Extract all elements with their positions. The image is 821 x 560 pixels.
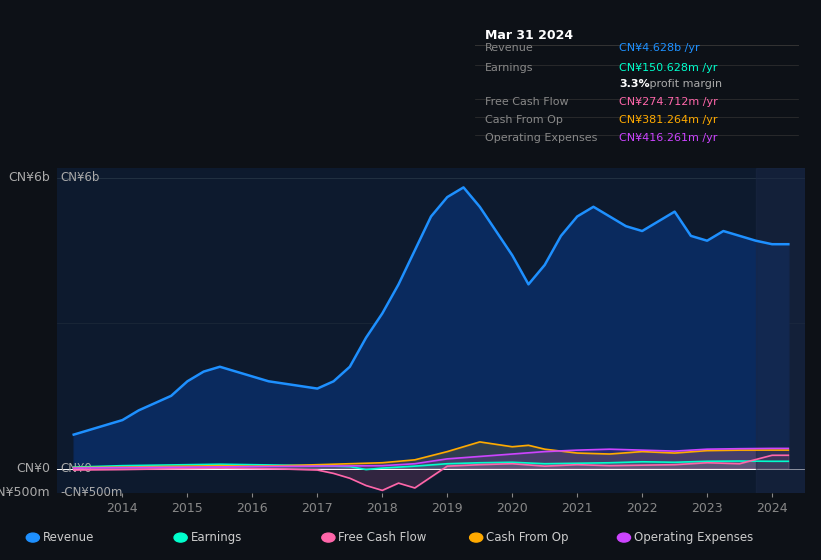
Text: Free Cash Flow: Free Cash Flow — [484, 97, 568, 107]
Text: 3.3%: 3.3% — [620, 79, 650, 89]
Text: Free Cash Flow: Free Cash Flow — [338, 531, 427, 544]
Text: Revenue: Revenue — [484, 43, 534, 53]
Text: Earnings: Earnings — [484, 63, 534, 73]
Text: CN¥150.628m /yr: CN¥150.628m /yr — [620, 63, 718, 73]
Text: CN¥416.261m /yr: CN¥416.261m /yr — [620, 133, 718, 143]
Text: -CN¥500m: -CN¥500m — [0, 486, 50, 500]
Text: CN¥6b: CN¥6b — [61, 171, 100, 184]
Text: CN¥381.264m /yr: CN¥381.264m /yr — [620, 115, 718, 125]
Text: CN¥274.712m /yr: CN¥274.712m /yr — [620, 97, 718, 107]
Text: Operating Expenses: Operating Expenses — [484, 133, 597, 143]
Bar — [756, 168, 805, 493]
Text: Mar 31 2024: Mar 31 2024 — [484, 29, 573, 43]
Text: profit margin: profit margin — [646, 79, 722, 89]
Text: -CN¥500m: -CN¥500m — [61, 486, 123, 500]
Text: CN¥0: CN¥0 — [16, 462, 50, 475]
Text: Operating Expenses: Operating Expenses — [634, 531, 753, 544]
Text: CN¥6b: CN¥6b — [8, 171, 50, 184]
Text: CN¥0: CN¥0 — [61, 462, 93, 475]
Text: Earnings: Earnings — [190, 531, 242, 544]
Text: Revenue: Revenue — [43, 531, 94, 544]
Text: Cash From Op: Cash From Op — [484, 115, 562, 125]
Text: CN¥4.628b /yr: CN¥4.628b /yr — [620, 43, 700, 53]
Text: Cash From Op: Cash From Op — [486, 531, 568, 544]
